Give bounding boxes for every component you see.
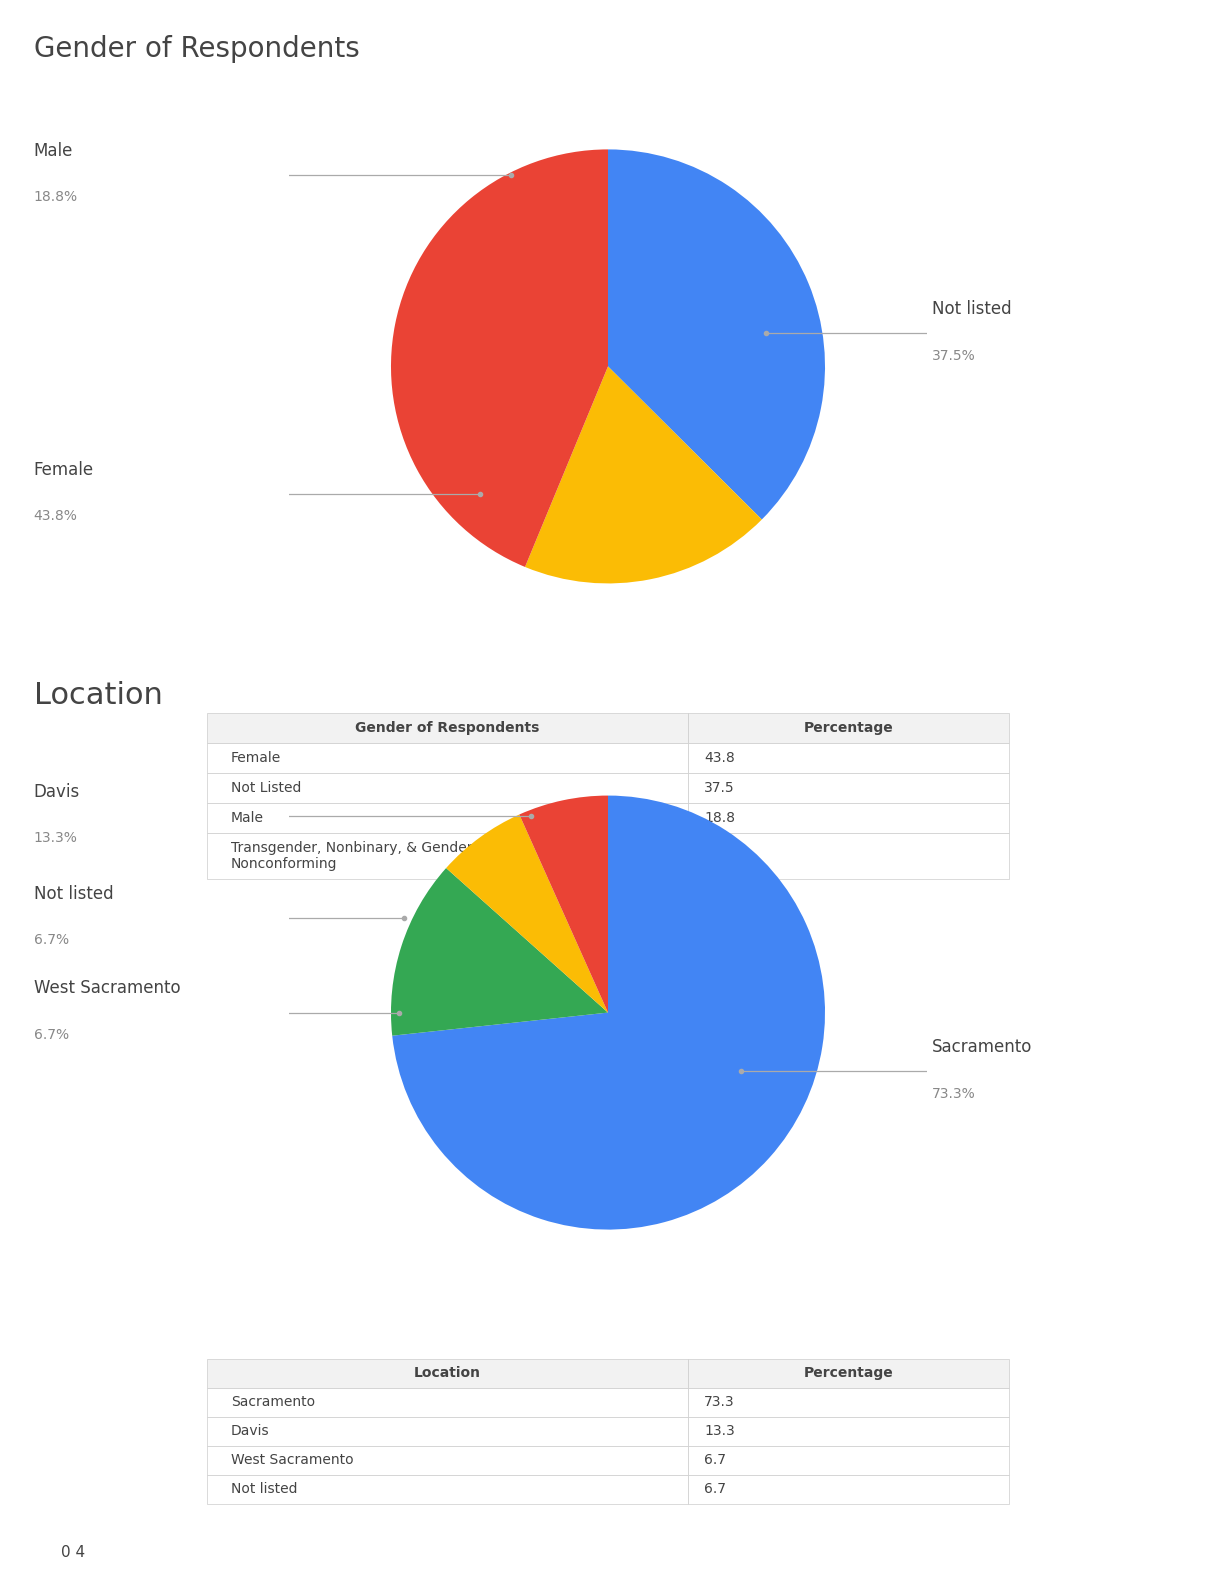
Text: 43.8%: 43.8% — [34, 509, 78, 523]
Text: Female: Female — [34, 460, 94, 479]
Wedge shape — [446, 815, 608, 1012]
Wedge shape — [519, 796, 608, 1012]
Wedge shape — [608, 150, 824, 520]
Text: Not listed: Not listed — [34, 884, 113, 903]
Text: 0 4: 0 4 — [61, 1544, 85, 1560]
Text: Location: Location — [34, 681, 163, 709]
Text: West Sacramento: West Sacramento — [34, 979, 180, 998]
Text: Sacramento: Sacramento — [933, 1039, 1032, 1056]
Text: Davis: Davis — [34, 783, 80, 801]
Text: 6.7%: 6.7% — [34, 933, 68, 947]
Text: 13.3%: 13.3% — [34, 831, 78, 845]
Text: 18.8%: 18.8% — [34, 191, 78, 205]
Wedge shape — [392, 150, 608, 567]
Text: Not listed: Not listed — [933, 299, 1012, 318]
Text: 73.3%: 73.3% — [933, 1086, 976, 1100]
Wedge shape — [393, 796, 824, 1229]
Wedge shape — [525, 366, 761, 583]
Text: 37.5%: 37.5% — [933, 348, 976, 362]
Text: 6.7%: 6.7% — [34, 1028, 68, 1042]
Text: Male: Male — [34, 142, 73, 159]
Wedge shape — [392, 868, 608, 1035]
Text: Gender of Respondents: Gender of Respondents — [34, 35, 359, 63]
